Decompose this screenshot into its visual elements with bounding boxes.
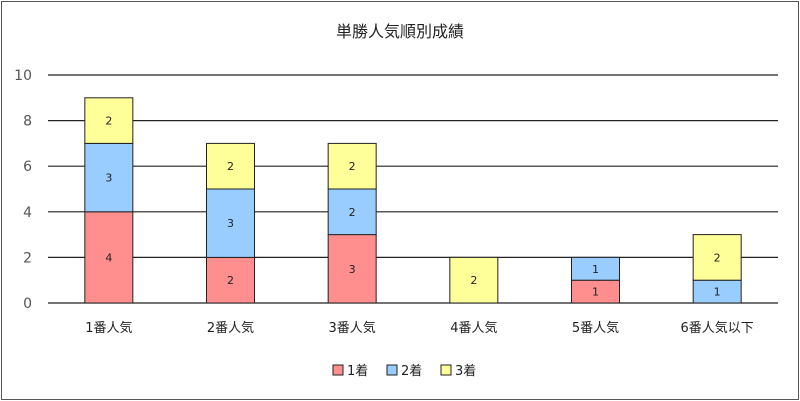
y-axis: 0 2 4 6 8 10 [14,68,32,312]
data-label: 2 [470,274,477,287]
bar-segment [206,256,255,304]
bars: 4 3 2 2 3 2 3 2 2 2 1 1 1 2 [84,97,742,304]
data-label: 4 [105,251,112,264]
bar-segment [571,256,620,281]
data-label: 2 [227,274,234,287]
y-tick-label: 6 [23,159,32,175]
x-tick-label: 4番人気 [450,320,497,336]
data-label: 2 [349,206,356,219]
x-axis: 1番人気 2番人気 3番人気 4番人気 5番人気 6番人気以下 [85,320,754,336]
data-label: 2 [349,160,356,173]
data-label: 3 [105,172,112,185]
y-tick-label: 4 [23,205,32,221]
y-tick-label: 2 [23,250,32,266]
x-tick-label: 6番人気以下 [681,320,754,336]
bar-segment [449,256,499,304]
bar-segment [84,211,134,304]
bar-segment [84,97,134,144]
y-tick-label: 10 [14,68,32,84]
data-label: 1 [714,286,721,299]
x-tick-label: 3番人気 [329,320,376,336]
y-tick-label: 0 [23,296,32,312]
x-tick-label: 5番人気 [572,320,619,336]
legend: 1着 2着 3着 [332,363,476,379]
chart-title: 単勝人気順別成績 [336,22,464,41]
data-label: 1 [592,263,599,276]
bar-segment [84,142,134,213]
legend-swatch [440,364,452,376]
bar-segment [206,142,255,190]
data-label: 3 [227,217,234,230]
data-label: 1 [592,286,599,299]
legend-swatch [332,364,344,376]
data-label: 2 [105,115,112,128]
legend-label: 2着 [401,363,422,379]
grid-lines [48,74,778,304]
legend-swatch [386,364,398,376]
bar-segment [327,142,377,190]
data-label: 3 [349,263,356,276]
bar-segment [327,234,377,304]
bar-segment [206,188,255,258]
y-tick-label: 8 [23,114,32,130]
x-tick-label: 2番人気 [207,320,254,336]
x-tick-label: 1番人気 [85,320,132,336]
legend-label: 3着 [455,363,476,379]
data-label: 2 [227,160,234,173]
data-label: 2 [714,251,721,264]
legend-label: 1着 [347,363,368,379]
bar-segment [692,234,742,281]
